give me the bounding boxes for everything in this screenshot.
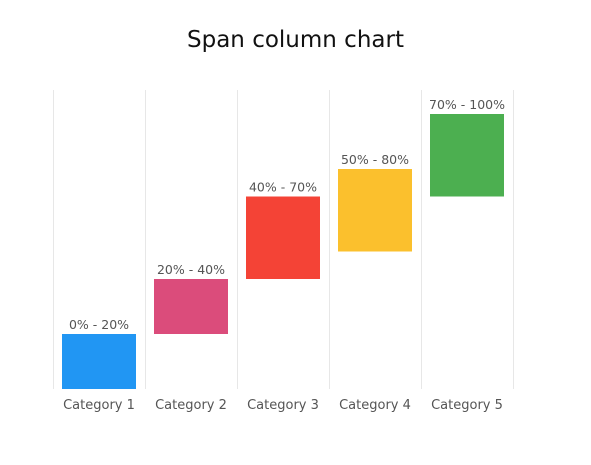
data-label: 40% - 70% (249, 180, 317, 195)
range-bar (62, 334, 136, 389)
x-tick-label: Category 5 (431, 398, 503, 413)
data-label: 70% - 100% (429, 97, 505, 112)
range-bar (430, 114, 504, 197)
range-bar (338, 169, 412, 252)
range-bar (246, 196, 320, 279)
x-tick-label: Category 1 (63, 398, 135, 413)
x-tick-label: Category 2 (155, 398, 227, 413)
data-label: 20% - 40% (157, 262, 225, 277)
range-bar (154, 279, 228, 334)
x-tick-label: Category 4 (339, 398, 411, 413)
chart-title: Span column chart (187, 27, 404, 53)
data-label: 50% - 80% (341, 152, 409, 167)
data-label: 0% - 20% (69, 317, 129, 332)
x-tick-label: Category 3 (247, 398, 319, 413)
